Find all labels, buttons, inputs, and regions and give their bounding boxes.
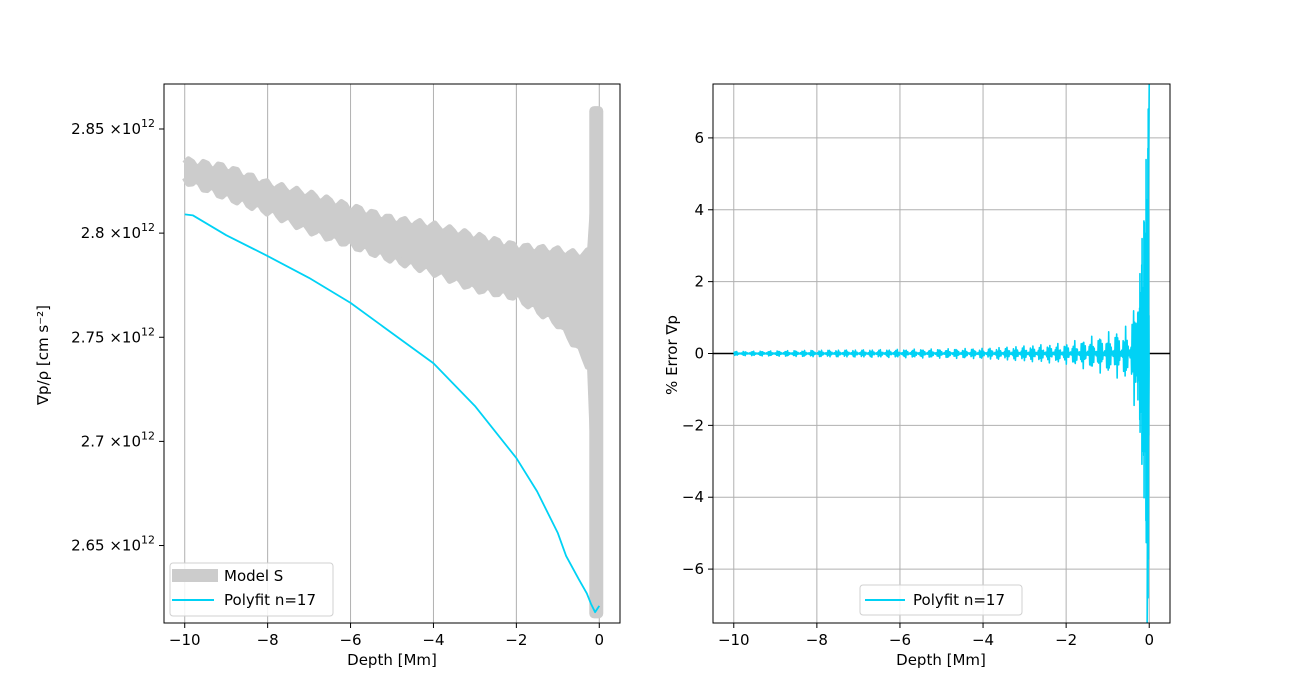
left-x-tick-label: −4 [422,631,444,649]
left-y-tick-label: 2.8 ×1012 [81,221,155,242]
left-y-tick-label: 2.65 ×1012 [71,534,155,555]
polyfit-error-line [733,84,1151,623]
right-legend: Polyfit n=17 [859,584,1023,616]
right-x-tick-label: −2 [1055,631,1077,649]
right-panel: −10 −8 −6 −4 −2 0 −6 −4 −2 0 2 4 6 Depth [Mm] % Err… [663,83,1171,669]
right-x-tick-label: −6 [889,631,911,649]
model-s-surface-flare [586,108,597,609]
legend-swatch-model-s [172,569,218,582]
right-y-tick-label: −2 [682,416,704,434]
right-y-ticks: −6 −4 −2 0 2 4 6 [682,129,713,578]
legend-label-model-s: Model S [224,567,283,585]
right-y-tick-label: 6 [694,129,704,147]
left-x-axis-label: Depth [Mm] [347,651,437,669]
left-plot-area [182,106,604,619]
left-legend: Model S Polyfit n=17 [169,562,334,617]
right-x-axis-label: Depth [Mm] [896,651,986,669]
model-s-band [184,162,596,369]
right-x-tick-label: −4 [972,631,994,649]
left-y-tick-label: 2.75 ×1012 [71,325,155,346]
right-x-tick-label: −8 [806,631,828,649]
left-y-axis-label: ∇p/ρ [cm s⁻²] [34,305,52,406]
left-x-tick-label: −6 [339,631,361,649]
left-gridlines [184,84,600,623]
legend-label-polyfit-right: Polyfit n=17 [913,591,1005,609]
right-y-tick-label: 2 [694,273,704,291]
left-x-tick-label: 0 [594,631,604,649]
right-y-tick-label: −4 [682,488,704,506]
right-x-tick-label: −10 [718,631,750,649]
left-y-ticks: 2.65 ×1012 2.7 ×1012 2.75 ×1012 2.8 ×1012 2.… [71,117,164,555]
left-x-ticks: −10 −8 −6 −4 −2 0 [169,623,604,649]
model-s-upper-edge [182,156,598,263]
right-plot-area [713,84,1170,623]
left-axes-frame [163,83,621,624]
left-x-tick-label: −8 [257,631,279,649]
right-y-tick-label: −6 [682,560,704,578]
legend-label-polyfit-left: Polyfit n=17 [224,591,316,609]
right-x-ticks: −10 −8 −6 −4 −2 0 [718,623,1154,649]
left-x-tick-label: −10 [169,631,201,649]
model-s-lower-edge [182,176,597,370]
right-y-axis-label: % Error ∇p [663,315,681,395]
right-legend-box [859,584,1023,616]
right-y-tick-label: 0 [694,345,704,363]
left-x-tick-label: −2 [505,631,527,649]
polyfit-line-left [184,213,601,614]
left-panel: −10 −8 −6 −4 −2 0 2.65 ×1012 2.7 ×1012 2.75 ×10… [34,83,621,669]
left-y-tick-label: 2.85 ×1012 [71,117,155,138]
left-y-tick-label: 2.7 ×1012 [81,429,155,450]
right-y-tick-label: 4 [694,201,704,219]
right-x-tick-label: 0 [1144,631,1154,649]
